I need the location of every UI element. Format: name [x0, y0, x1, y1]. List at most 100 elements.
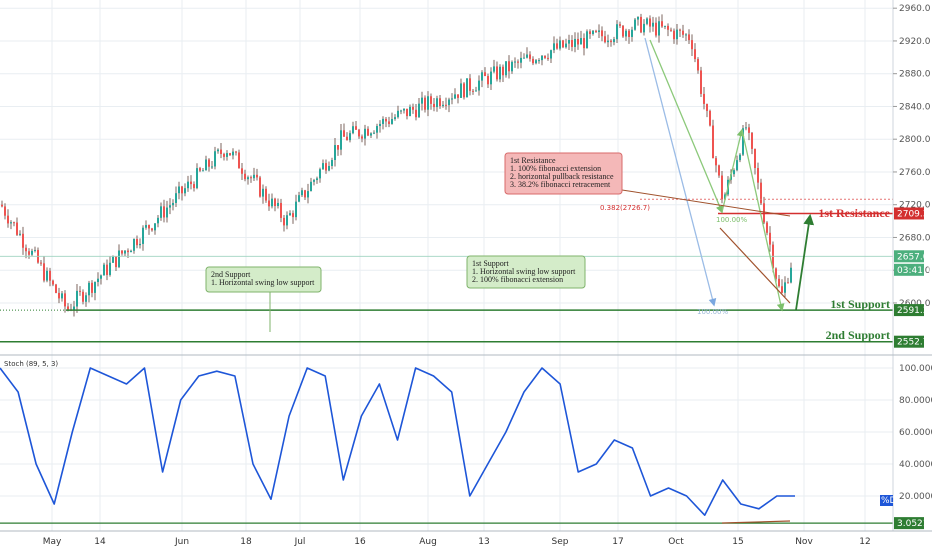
candle-body	[502, 66, 504, 76]
candle-body	[157, 217, 159, 224]
stoch-indicator-title[interactable]: Stoch (89, 5, 3)	[4, 360, 58, 368]
candle-body	[478, 80, 480, 91]
resistance-1-price-tag-bg	[894, 207, 924, 220]
target-arrow	[795, 213, 815, 311]
candle-body	[112, 256, 114, 263]
candle-body	[652, 22, 654, 27]
candle-body	[640, 16, 642, 33]
candle-body	[706, 103, 708, 111]
candle-body	[718, 165, 720, 176]
candle-body	[334, 145, 336, 161]
candle-body	[217, 149, 219, 152]
support-1-note-line-2: 1. Horizontal swing low support	[472, 267, 576, 276]
trend-line-down	[719, 227, 791, 304]
fibonacci-drawings	[269, 37, 815, 332]
candle-body	[316, 178, 318, 181]
support-2-price-tag-text: 2552.7	[897, 338, 929, 348]
candle-body	[505, 61, 507, 76]
support-2-note[interactable]: 2nd Support 1. Horizontal swing low supp…	[205, 266, 322, 293]
price-axis[interactable]: 2960.0 2920.0 2880.0 2840.0 2800.0 2760.0 2720…	[0, 0, 932, 532]
candle-body	[46, 270, 48, 281]
candle-body	[451, 98, 453, 100]
candle-body	[211, 166, 213, 168]
candle-body	[310, 181, 312, 192]
candle-body	[400, 110, 402, 112]
candle-body	[325, 163, 327, 171]
time-axis[interactable]: May 14 Jun 18 Jul 16 Aug 13 Sep 17 Oct 15 Nov 12	[43, 537, 871, 547]
candle-body	[160, 206, 162, 218]
resistance-1-price-tag: 2709.3	[894, 207, 929, 220]
time-tick-label: Jun	[174, 537, 189, 547]
candle-body	[769, 232, 771, 245]
price-tick-label: 2720.0	[899, 201, 931, 211]
grid-lines	[0, 0, 893, 531]
candle-body	[103, 264, 105, 276]
candle-body	[295, 201, 297, 218]
fib-extension-green-arrow	[649, 39, 724, 214]
time-tick-label: Jul	[294, 537, 306, 547]
candle-body	[496, 66, 498, 80]
support-1-title: 1st Support	[830, 297, 890, 311]
candle-body	[43, 263, 45, 281]
candle-body	[127, 250, 129, 253]
countdown-tag-bg	[894, 263, 924, 276]
candle-body	[16, 222, 18, 235]
candle-body	[586, 31, 588, 49]
candle-body	[766, 222, 768, 233]
candle-body	[133, 238, 135, 251]
candle-body	[538, 60, 540, 62]
candle-body	[79, 290, 81, 292]
candle-body	[229, 153, 231, 156]
candle-body	[487, 76, 489, 85]
candle-body	[4, 206, 6, 216]
candle-body	[394, 117, 396, 120]
candle-body	[433, 103, 435, 108]
candle-body	[700, 70, 702, 94]
candle-body	[241, 168, 243, 174]
candle-body	[232, 151, 234, 156]
candle-body	[409, 106, 411, 117]
resistance-note[interactable]: 1st Resistance 1. 100% fibonacci extensi…	[504, 152, 623, 195]
candle-body	[721, 175, 723, 200]
resistance-note-line-1: 1st Resistance	[510, 156, 556, 165]
candle-body	[742, 128, 744, 155]
candle-body	[787, 282, 789, 284]
note-connector-resistance	[621, 189, 791, 217]
support-1-note[interactable]: 1st Support 1. Horizontal swing low supp…	[466, 255, 586, 289]
candle-body	[67, 306, 69, 310]
candle-body	[265, 188, 267, 201]
price-tick-label: 2760.0	[899, 168, 931, 178]
candle-body	[307, 191, 309, 198]
stoch-percent-d-line	[0, 367, 795, 516]
stoch-divergence-line	[721, 520, 791, 524]
price-tick-label: 2840.0	[899, 102, 931, 112]
candle-body	[493, 66, 495, 72]
time-tick-label: 13	[478, 537, 489, 547]
candle-body	[682, 30, 684, 35]
candle-body	[577, 38, 579, 45]
stoch-series-tag-text: %D	[881, 496, 897, 506]
candle-body	[661, 21, 663, 27]
candle-body	[631, 29, 633, 37]
candle-body	[121, 250, 123, 254]
candle-body	[250, 177, 252, 179]
candle-body	[709, 110, 711, 126]
candle-body	[91, 282, 93, 293]
candle-body	[235, 151, 237, 153]
stoch-tick-label: 60.0000	[899, 428, 932, 438]
stoch-tick-label: 20.0000	[899, 492, 932, 502]
candle-body	[445, 104, 447, 106]
stoch-tick-label: 40.0000	[899, 460, 932, 470]
support-2-price-tag-bg	[894, 335, 924, 348]
candle-body	[694, 49, 696, 60]
resistance-note-line-3: 2. horizontal pullback resistance	[510, 172, 614, 181]
candle-body	[781, 286, 783, 293]
fib-leg-arrow	[741, 129, 785, 312]
price-tick-label: 2960.0	[899, 4, 931, 14]
candle-body	[664, 25, 666, 27]
candle-body	[532, 58, 534, 64]
last-price-tag-bg	[894, 250, 924, 263]
candle-body	[115, 256, 117, 268]
candle-body	[466, 78, 468, 98]
candle-body	[688, 34, 690, 41]
